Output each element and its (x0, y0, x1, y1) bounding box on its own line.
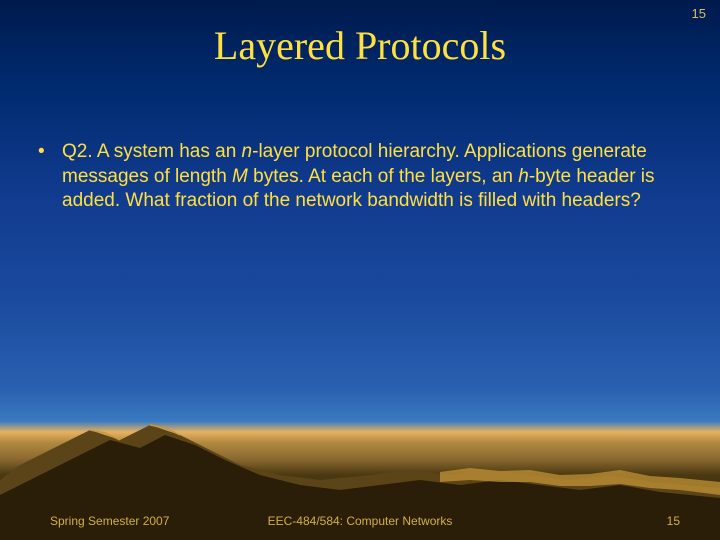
bullet-marker: • (38, 140, 62, 214)
var-n: n (242, 141, 253, 162)
text-segment: Q2. A system has an (62, 141, 242, 162)
slide-title: Layered Protocols (0, 22, 720, 69)
slide-body: • Q2. A system has an n-layer protocol h… (38, 140, 682, 214)
slide: 15 Layered Protocols • Q2. A system has … (0, 0, 720, 540)
var-m: M (232, 166, 248, 187)
footer-page-number: 15 (667, 514, 680, 528)
footer-center: EEC-484/584: Computer Networks (0, 514, 720, 528)
text-segment: bytes. At each of the layers, an (248, 166, 518, 187)
bullet-text: Q2. A system has an n-layer protocol hie… (62, 140, 682, 214)
page-number-top: 15 (692, 6, 706, 21)
var-h: h (518, 166, 529, 187)
